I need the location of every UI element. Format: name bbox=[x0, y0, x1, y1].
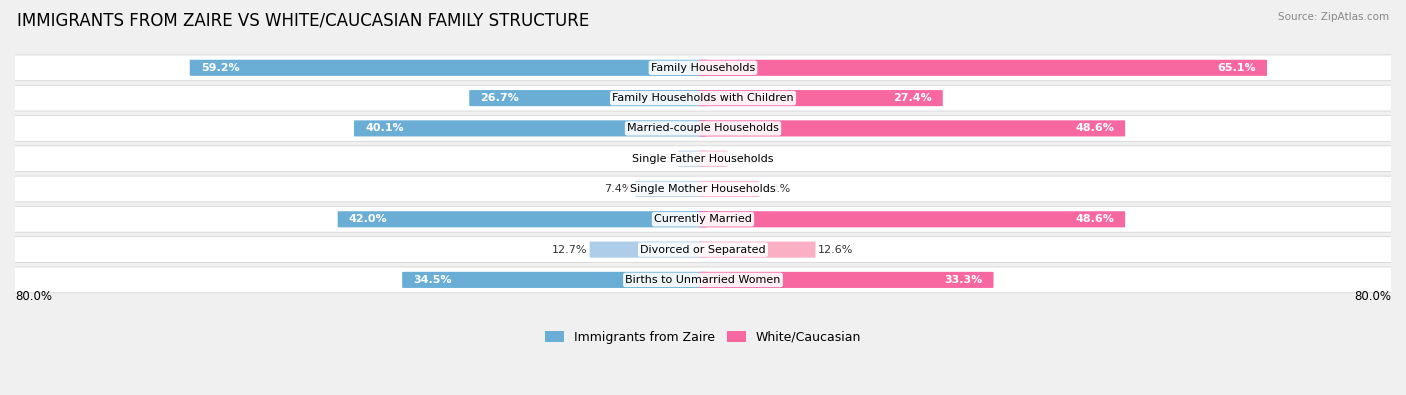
FancyBboxPatch shape bbox=[699, 120, 1125, 136]
Text: Divorced or Separated: Divorced or Separated bbox=[640, 245, 766, 255]
FancyBboxPatch shape bbox=[4, 207, 1402, 232]
Text: 12.7%: 12.7% bbox=[551, 245, 586, 255]
Text: Source: ZipAtlas.com: Source: ZipAtlas.com bbox=[1278, 12, 1389, 22]
FancyBboxPatch shape bbox=[4, 55, 1402, 81]
FancyBboxPatch shape bbox=[699, 60, 1267, 76]
FancyBboxPatch shape bbox=[4, 85, 1402, 111]
Text: Family Households: Family Households bbox=[651, 63, 755, 73]
FancyBboxPatch shape bbox=[4, 267, 1402, 293]
Text: 59.2%: 59.2% bbox=[201, 63, 239, 73]
Text: 26.7%: 26.7% bbox=[481, 93, 519, 103]
FancyBboxPatch shape bbox=[4, 237, 1402, 262]
FancyBboxPatch shape bbox=[190, 60, 707, 76]
FancyBboxPatch shape bbox=[678, 150, 707, 167]
Text: 80.0%: 80.0% bbox=[15, 290, 52, 303]
FancyBboxPatch shape bbox=[699, 211, 1125, 228]
Text: Married-couple Households: Married-couple Households bbox=[627, 123, 779, 134]
FancyBboxPatch shape bbox=[470, 90, 707, 106]
FancyBboxPatch shape bbox=[589, 241, 707, 258]
FancyBboxPatch shape bbox=[636, 181, 707, 197]
Text: IMMIGRANTS FROM ZAIRE VS WHITE/CAUCASIAN FAMILY STRUCTURE: IMMIGRANTS FROM ZAIRE VS WHITE/CAUCASIAN… bbox=[17, 12, 589, 30]
Text: Currently Married: Currently Married bbox=[654, 214, 752, 224]
Text: Single Father Households: Single Father Households bbox=[633, 154, 773, 164]
FancyBboxPatch shape bbox=[4, 176, 1402, 202]
FancyBboxPatch shape bbox=[354, 120, 707, 136]
FancyBboxPatch shape bbox=[699, 272, 994, 288]
Text: Births to Unmarried Women: Births to Unmarried Women bbox=[626, 275, 780, 285]
Text: 42.0%: 42.0% bbox=[349, 214, 387, 224]
FancyBboxPatch shape bbox=[699, 90, 943, 106]
Text: 6.1%: 6.1% bbox=[762, 184, 790, 194]
Text: 12.6%: 12.6% bbox=[818, 245, 853, 255]
Text: 48.6%: 48.6% bbox=[1076, 123, 1114, 134]
Legend: Immigrants from Zaire, White/Caucasian: Immigrants from Zaire, White/Caucasian bbox=[540, 326, 866, 349]
Text: Family Households with Children: Family Households with Children bbox=[612, 93, 794, 103]
FancyBboxPatch shape bbox=[4, 115, 1402, 141]
Text: 34.5%: 34.5% bbox=[413, 275, 451, 285]
Text: 48.6%: 48.6% bbox=[1076, 214, 1114, 224]
FancyBboxPatch shape bbox=[402, 272, 707, 288]
FancyBboxPatch shape bbox=[337, 211, 707, 228]
Text: 7.4%: 7.4% bbox=[605, 184, 633, 194]
Text: 80.0%: 80.0% bbox=[1354, 290, 1391, 303]
Text: 2.4%: 2.4% bbox=[647, 154, 675, 164]
FancyBboxPatch shape bbox=[699, 241, 815, 258]
Text: 33.3%: 33.3% bbox=[945, 275, 983, 285]
Text: Single Mother Households: Single Mother Households bbox=[630, 184, 776, 194]
Text: 27.4%: 27.4% bbox=[893, 93, 932, 103]
Text: 40.1%: 40.1% bbox=[366, 123, 404, 134]
FancyBboxPatch shape bbox=[4, 146, 1402, 171]
Text: 2.4%: 2.4% bbox=[731, 154, 759, 164]
FancyBboxPatch shape bbox=[699, 181, 759, 197]
Text: 65.1%: 65.1% bbox=[1218, 63, 1256, 73]
FancyBboxPatch shape bbox=[699, 150, 728, 167]
